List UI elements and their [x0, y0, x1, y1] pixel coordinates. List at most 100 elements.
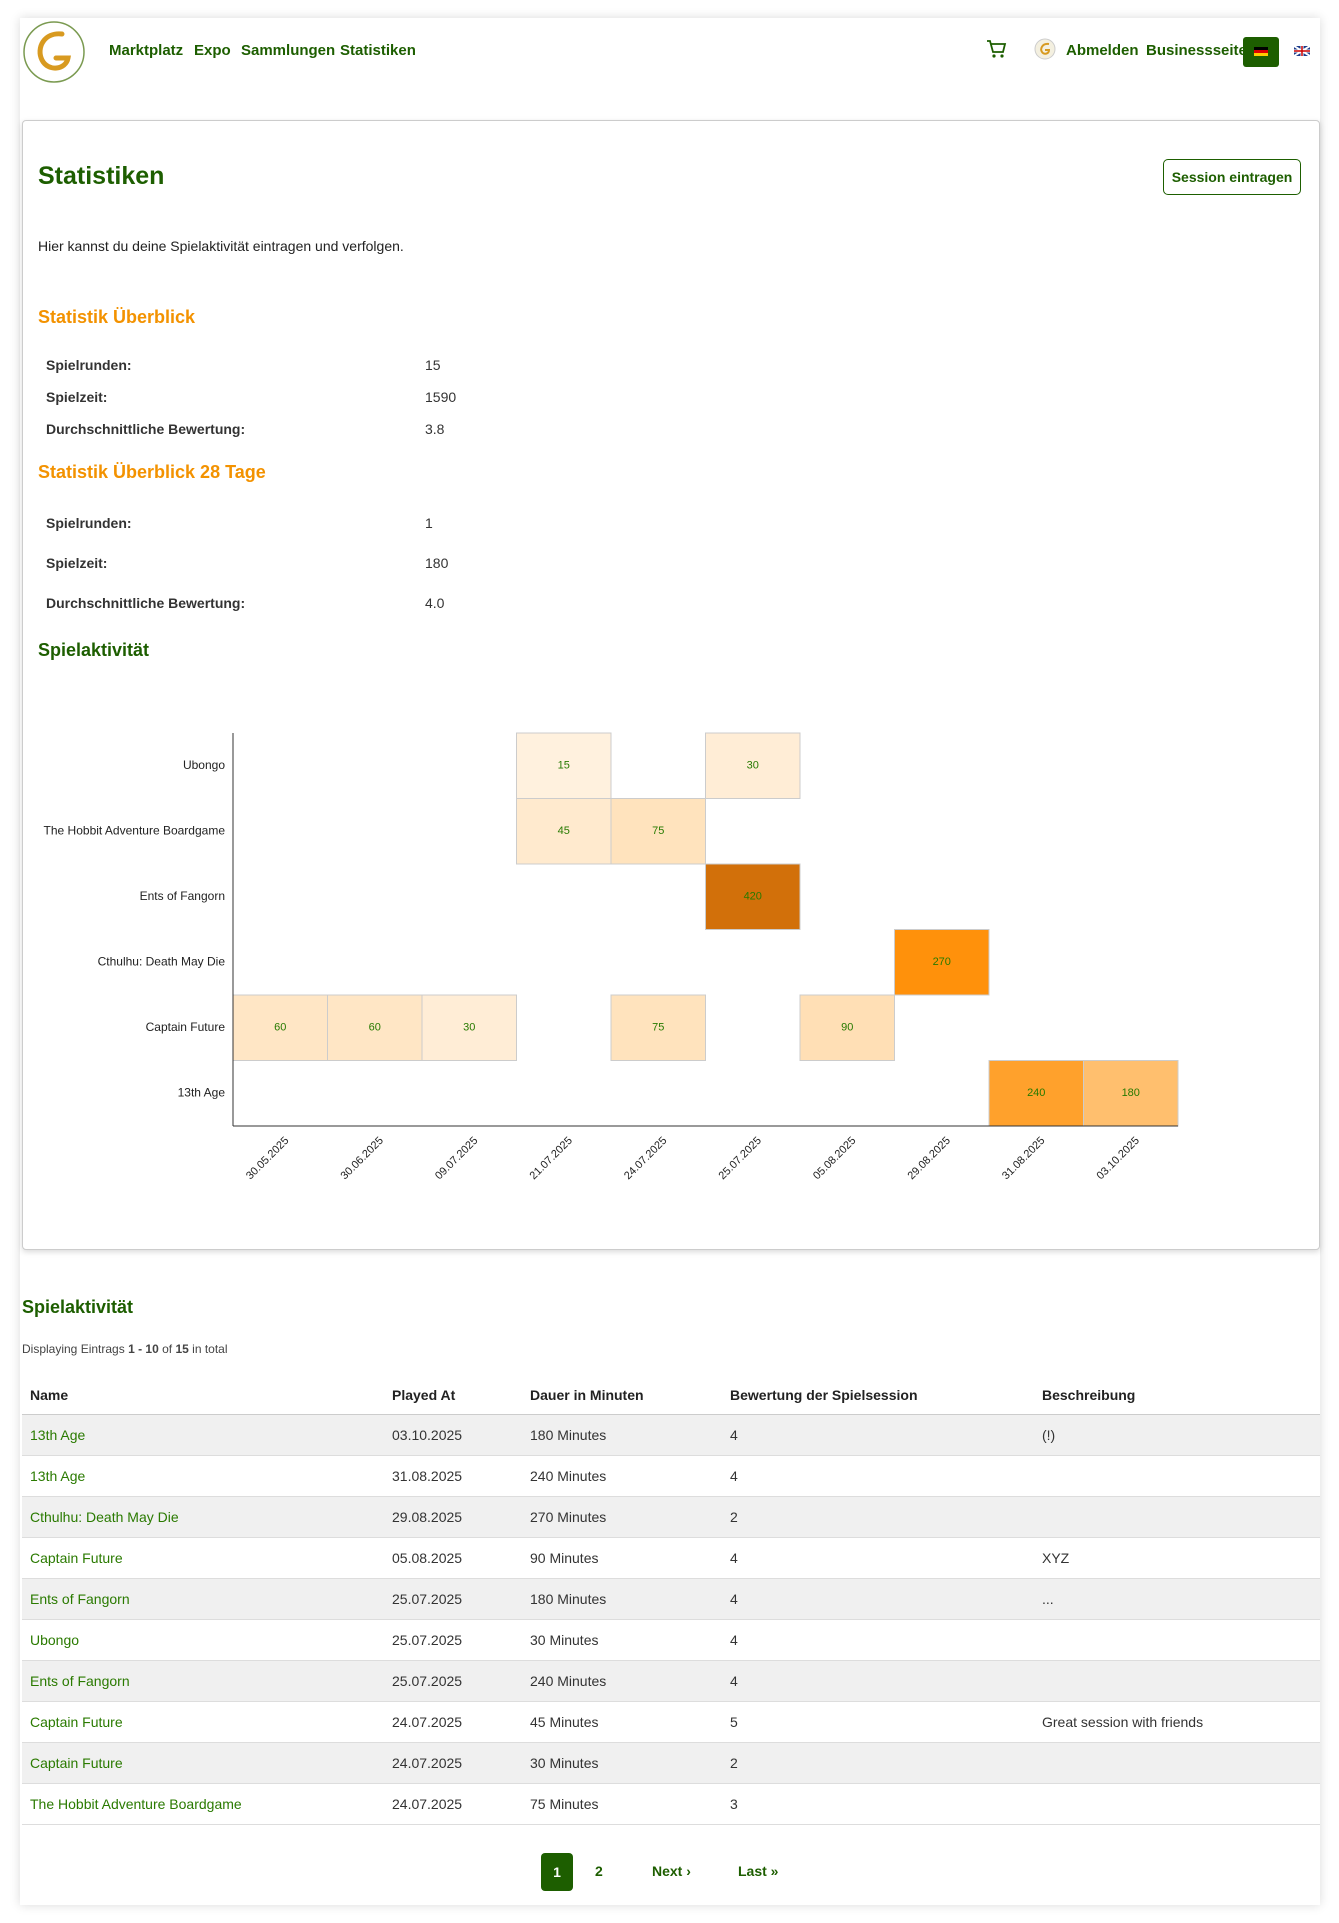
heat-cell — [421, 994, 517, 1061]
nav-link[interactable]: Sammlungen — [241, 42, 336, 59]
table-cell: 4 — [722, 1414, 1034, 1456]
x-tick-label: 24.07.2025 — [622, 1135, 669, 1182]
section-title: Statistik Überblick 28 Tage — [38, 462, 266, 482]
avatar[interactable] — [1034, 38, 1056, 60]
table-cell: 240 Minutes — [522, 1455, 722, 1497]
page-link[interactable]: 2 — [595, 1863, 603, 1879]
game-link[interactable]: 13th Age — [22, 1414, 384, 1456]
nav-link[interactable]: Marktplatz — [109, 42, 184, 59]
table-cell: 75 Minutes — [522, 1783, 722, 1825]
summary-text: of — [162, 1342, 173, 1356]
cart-icon[interactable] — [985, 38, 1007, 60]
table-row[interactable]: Cthulhu: Death May Die 29.08.2025 270 Minu… — [22, 1496, 1320, 1538]
table-cell: 4 — [722, 1660, 1034, 1702]
game-link[interactable]: Captain Future — [22, 1742, 384, 1784]
lang-en[interactable] — [1294, 46, 1310, 56]
table-cell: ... — [1034, 1578, 1320, 1620]
stat-value: 180 — [425, 555, 449, 571]
table-row[interactable]: Ents of Fangorn 25.07.2025 180 Minutes 4... — [22, 1578, 1320, 1620]
table-row[interactable]: Captain Future 24.07.2025 45 Minutes 5 Great… — [22, 1701, 1320, 1743]
page-title: Statistiken — [38, 162, 165, 190]
table-cell: 2 — [722, 1742, 1034, 1784]
cell-label: 30 — [463, 1022, 475, 1034]
table-row[interactable]: 13th Age 31.08.2025 240 Minutes 4 — [22, 1455, 1320, 1497]
x-tick-label: 03.10.2025 — [1095, 1135, 1142, 1182]
game-link[interactable]: Ubongo — [22, 1619, 384, 1661]
cell-label: 420 — [744, 891, 762, 903]
stat-label: Spielrunden: — [46, 357, 132, 373]
y-tick-label: Captain Future — [146, 1020, 226, 1034]
business-link[interactable]: Businessseite — [1146, 42, 1247, 59]
table-row[interactable]: 13th Age 03.10.2025 180 Minutes 4 (!) — [22, 1414, 1320, 1456]
table-row[interactable]: Ents of Fangorn 25.07.2025 240 Minutes 4 — [22, 1660, 1320, 1702]
table-cell: 180 Minutes — [522, 1578, 722, 1620]
cell-label: 30 — [747, 760, 759, 772]
table-cell: 4 — [722, 1578, 1034, 1620]
summary-range: 1 - 10 — [128, 1342, 159, 1356]
stat-label: Durchschnittliche Bewertung: — [46, 595, 246, 611]
heat-cell — [705, 732, 801, 799]
page-link[interactable]: 1 — [541, 1853, 573, 1891]
heat-cell — [232, 994, 328, 1061]
table-cell: 25.07.2025 — [384, 1619, 522, 1661]
description: Hier kannst du deine Spielaktivität eint… — [38, 238, 404, 254]
x-tick-label: 29.08.2025 — [906, 1135, 953, 1182]
table-cell: 270 Minutes — [522, 1496, 722, 1538]
heat-cell — [988, 1060, 1084, 1127]
nav-link[interactable]: Expo — [194, 42, 231, 59]
summary-text: Displaying Eintrags — [22, 1342, 125, 1356]
cell-label: 60 — [274, 1022, 286, 1034]
y-tick-label: Ubongo — [183, 758, 225, 772]
game-link[interactable]: Ents of Fangorn — [22, 1660, 384, 1702]
table-cell — [1034, 1619, 1320, 1661]
x-tick-label: 31.08.2025 — [1000, 1135, 1047, 1182]
table-cell — [1034, 1783, 1320, 1825]
cell-label: 60 — [369, 1022, 381, 1034]
column-header: Name — [22, 1376, 384, 1415]
game-link[interactable]: Cthulhu: Death May Die — [22, 1496, 384, 1538]
cell-label: 270 — [933, 956, 951, 968]
logo[interactable] — [22, 20, 86, 84]
heat-cell — [705, 863, 801, 930]
table-cell: XYZ — [1034, 1537, 1320, 1579]
heat-cell — [894, 929, 990, 996]
y-tick-label: Ents of Fangorn — [140, 889, 225, 903]
heat-cell — [610, 798, 706, 865]
add-session-button[interactable]: Session eintragen — [1163, 159, 1301, 195]
table-row[interactable]: Ubongo 25.07.2025 30 Minutes 4 — [22, 1619, 1320, 1661]
heat-cell — [799, 994, 895, 1061]
y-tick-label: Cthulhu: Death May Die — [98, 954, 226, 968]
x-tick-label: 30.05.2025 — [244, 1135, 291, 1182]
summary-text: in total — [192, 1342, 228, 1356]
table-cell: 24.07.2025 — [384, 1783, 522, 1825]
x-tick-label: 09.07.2025 — [433, 1135, 480, 1182]
table-cell: 30 Minutes — [522, 1619, 722, 1661]
page-link[interactable]: Next › — [652, 1863, 691, 1879]
table-cell: 2 — [722, 1496, 1034, 1538]
game-link[interactable]: Captain Future — [22, 1701, 384, 1743]
game-link[interactable]: 13th Age — [22, 1455, 384, 1497]
cell-label: 240 — [1027, 1087, 1045, 1099]
chart-title: Spielaktivität — [38, 640, 150, 660]
cell-label: 180 — [1122, 1087, 1140, 1099]
game-link[interactable]: Ents of Fangorn — [22, 1578, 384, 1620]
stat-value: 1 — [425, 515, 433, 531]
table-row[interactable]: Captain Future 24.07.2025 30 Minutes 2 — [22, 1742, 1320, 1784]
game-link[interactable]: Captain Future — [22, 1537, 384, 1579]
stat-label: Spielrunden: — [46, 515, 132, 531]
stat-value: 4.0 — [425, 595, 445, 611]
header-row: Name Played At Dauer in Minuten Bewertung d… — [22, 1376, 1320, 1415]
lang-de[interactable] — [1243, 37, 1279, 67]
nav-link[interactable]: Statistiken — [340, 42, 416, 59]
page-link[interactable]: Last » — [738, 1863, 779, 1879]
heat-cell — [516, 732, 612, 799]
cell-label: 90 — [841, 1022, 853, 1034]
x-tick-label: 25.07.2025 — [717, 1135, 764, 1182]
table-row[interactable]: The Hobbit Adventure Boardgame 24.07.2025… — [22, 1783, 1320, 1825]
table-cell — [1034, 1660, 1320, 1702]
table-row[interactable]: Captain Future 05.08.2025 90 Minutes 4 XYZ — [22, 1537, 1320, 1579]
logout-link[interactable]: Abmelden — [1066, 42, 1139, 59]
x-tick-label: 05.08.2025 — [811, 1135, 858, 1182]
game-link[interactable]: The Hobbit Adventure Boardgame — [22, 1783, 384, 1825]
